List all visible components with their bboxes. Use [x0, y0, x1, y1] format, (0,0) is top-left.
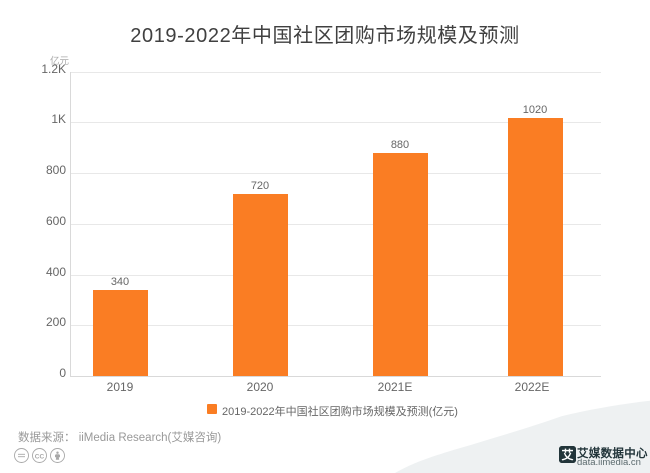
svg-text:艾: 艾 [561, 447, 573, 462]
